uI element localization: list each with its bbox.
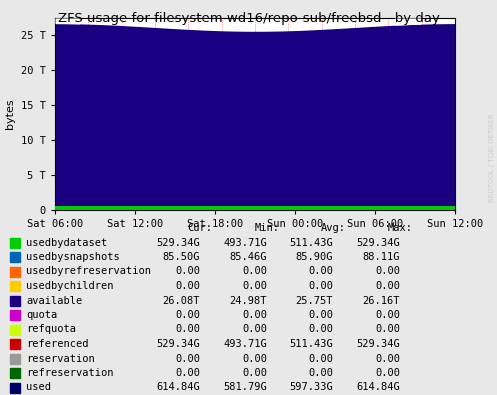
Text: referenced: referenced bbox=[26, 339, 88, 349]
Text: 0.00: 0.00 bbox=[308, 368, 333, 378]
Text: 0.00: 0.00 bbox=[375, 310, 400, 320]
Text: 0.00: 0.00 bbox=[175, 368, 200, 378]
Text: 0.00: 0.00 bbox=[175, 310, 200, 320]
Text: ZFS usage for filesystem wd16/repo-sub/freebsd - by day: ZFS usage for filesystem wd16/repo-sub/f… bbox=[58, 12, 439, 25]
Text: 85.50G: 85.50G bbox=[163, 252, 200, 262]
Text: 0.00: 0.00 bbox=[175, 267, 200, 276]
Text: RRDTOOL / TOBI OETIKER: RRDTOOL / TOBI OETIKER bbox=[489, 114, 495, 202]
Text: 614.84G: 614.84G bbox=[156, 382, 200, 393]
Text: 529.34G: 529.34G bbox=[356, 237, 400, 248]
Text: Max:: Max: bbox=[388, 223, 413, 233]
Text: 0.00: 0.00 bbox=[175, 281, 200, 291]
Text: 0.00: 0.00 bbox=[308, 325, 333, 335]
Text: 85.90G: 85.90G bbox=[296, 252, 333, 262]
Text: 581.79G: 581.79G bbox=[223, 382, 267, 393]
Text: usedbysnapshots: usedbysnapshots bbox=[26, 252, 120, 262]
Text: 0.00: 0.00 bbox=[242, 310, 267, 320]
Text: 0.00: 0.00 bbox=[375, 368, 400, 378]
Text: 529.34G: 529.34G bbox=[156, 339, 200, 349]
Text: 511.43G: 511.43G bbox=[289, 339, 333, 349]
Text: 493.71G: 493.71G bbox=[223, 237, 267, 248]
Text: 26.16T: 26.16T bbox=[362, 295, 400, 305]
Text: 0.00: 0.00 bbox=[308, 281, 333, 291]
Y-axis label: bytes: bytes bbox=[5, 99, 15, 129]
Text: 511.43G: 511.43G bbox=[289, 237, 333, 248]
Text: 0.00: 0.00 bbox=[175, 354, 200, 363]
Text: 597.33G: 597.33G bbox=[289, 382, 333, 393]
Text: 529.34G: 529.34G bbox=[156, 237, 200, 248]
Text: 0.00: 0.00 bbox=[308, 267, 333, 276]
Text: Min:: Min: bbox=[254, 223, 279, 233]
Text: Cur:: Cur: bbox=[187, 223, 213, 233]
Text: Avg:: Avg: bbox=[321, 223, 345, 233]
Text: 24.98T: 24.98T bbox=[230, 295, 267, 305]
Text: 614.84G: 614.84G bbox=[356, 382, 400, 393]
Text: 85.46G: 85.46G bbox=[230, 252, 267, 262]
Text: 0.00: 0.00 bbox=[308, 354, 333, 363]
Text: 26.08T: 26.08T bbox=[163, 295, 200, 305]
Text: 0.00: 0.00 bbox=[242, 354, 267, 363]
Text: 0.00: 0.00 bbox=[308, 310, 333, 320]
Text: available: available bbox=[26, 295, 82, 305]
Text: 88.11G: 88.11G bbox=[362, 252, 400, 262]
Text: usedbydataset: usedbydataset bbox=[26, 237, 107, 248]
Text: usedbyrefreservation: usedbyrefreservation bbox=[26, 267, 151, 276]
Text: reservation: reservation bbox=[26, 354, 95, 363]
Text: quota: quota bbox=[26, 310, 57, 320]
Text: 0.00: 0.00 bbox=[375, 267, 400, 276]
Text: refquota: refquota bbox=[26, 325, 76, 335]
Text: used: used bbox=[26, 382, 51, 393]
Text: usedbychildren: usedbychildren bbox=[26, 281, 113, 291]
Text: 0.00: 0.00 bbox=[242, 267, 267, 276]
Text: 0.00: 0.00 bbox=[375, 354, 400, 363]
Text: 0.00: 0.00 bbox=[175, 325, 200, 335]
Text: 0.00: 0.00 bbox=[375, 281, 400, 291]
Text: 0.00: 0.00 bbox=[242, 281, 267, 291]
Text: 493.71G: 493.71G bbox=[223, 339, 267, 349]
Text: 0.00: 0.00 bbox=[375, 325, 400, 335]
Text: refreservation: refreservation bbox=[26, 368, 113, 378]
Text: 0.00: 0.00 bbox=[242, 325, 267, 335]
Text: 0.00: 0.00 bbox=[242, 368, 267, 378]
Text: 529.34G: 529.34G bbox=[356, 339, 400, 349]
Text: 25.75T: 25.75T bbox=[296, 295, 333, 305]
